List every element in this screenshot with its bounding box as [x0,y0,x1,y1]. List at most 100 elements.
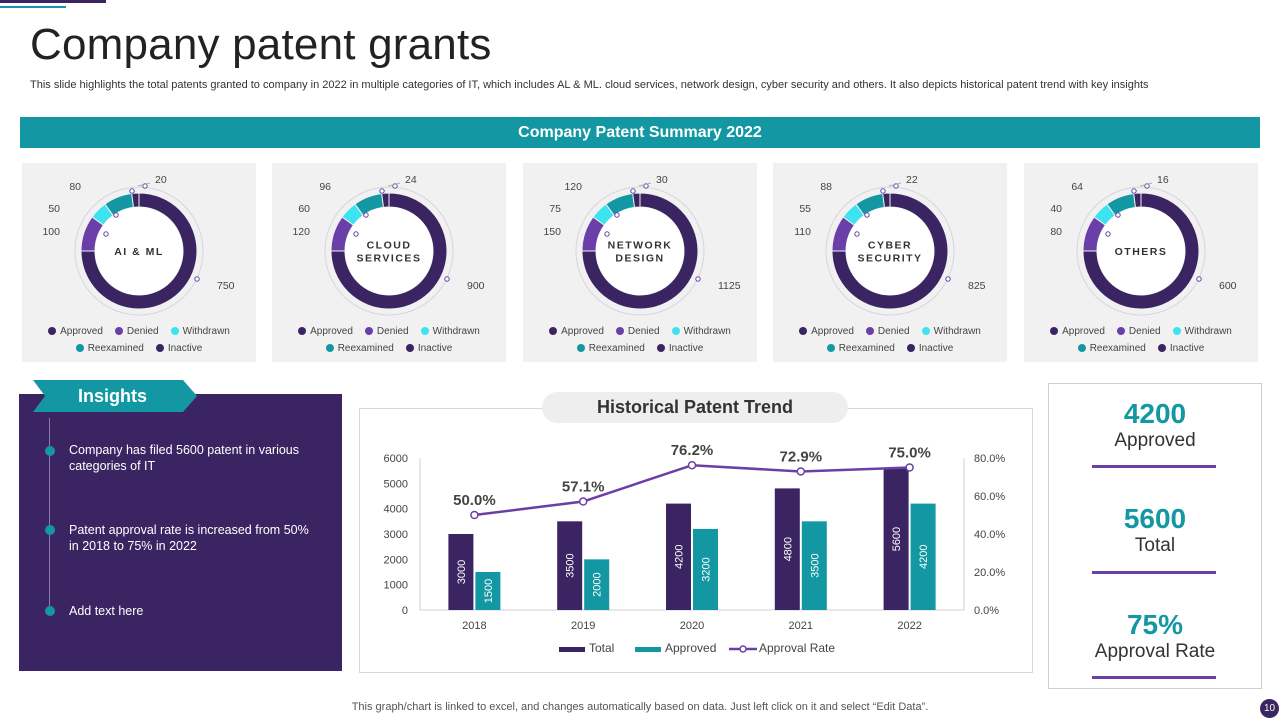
legend-item: Inactive [155,343,202,354]
legend-label: Inactive [1169,343,1205,354]
donut-leader-dot [194,276,200,282]
donut-slice [882,192,891,208]
donut-value-label: 64 [1071,181,1083,193]
y2-tick-label: 40.0% [974,529,1005,541]
donut-value-label: 50 [48,203,60,215]
y-tick-label: 0 [402,605,408,617]
donut-value-label: 110 [794,226,811,238]
legend-label: Denied [1128,326,1161,337]
legend-swatch [1116,327,1125,335]
donut-legend: Reexamined Inactive [22,343,256,354]
donut-slice [131,192,140,208]
legend-label: Approved [310,326,353,337]
donut-hole [95,207,183,295]
legend-label: Denied [376,326,409,337]
bar-approved [910,503,936,610]
legend-swatch [549,327,558,335]
legend-swatch [671,327,680,335]
donut-legend: Reexamined Inactive [523,343,757,354]
x-tick-label: 2022 [897,620,921,632]
bar-total-label: 5600 [891,527,903,551]
donut-center-label: SECURITY [857,253,922,265]
donut-card: CYBER SECURITY 825 110 55 88 22 Approved Denied W… [773,163,1007,362]
legend-item: Approved [298,326,353,337]
bar-total [883,468,909,610]
legend-label: Denied [126,326,159,337]
donut-legend: Approved Denied Withdrawn [272,326,506,337]
legend-label: Withdrawn [432,326,480,337]
y-tick-label: 2000 [384,554,408,566]
donut-value-label: 88 [820,181,832,193]
legend-item: Reexamined [576,343,645,354]
legend-swatch [615,327,624,335]
insight-item: Company has filed 5600 patent in various… [69,443,300,473]
legend-item: Withdrawn [1172,326,1232,337]
page-title: Company patent grants [30,20,492,69]
legend-label: Reexamined [87,343,144,354]
leader-line [638,182,652,187]
legend-label: Withdrawn [1184,326,1232,337]
legend-swatch [420,327,429,335]
donut-center-label: CYBER [868,240,912,252]
legend-item: Approved [799,326,854,337]
insights-panel [19,394,342,671]
y2-tick-label: 80.0% [974,453,1005,465]
donut-value-label: 16 [1157,174,1169,186]
insights-heading: Insights [33,380,197,412]
legend-item: Denied [114,326,159,337]
accent-line [0,0,106,3]
donut-value-label: 150 [543,226,561,238]
legend-label: Withdrawn [683,326,731,337]
legend-label: Reexamined [337,343,394,354]
legend-swatch [656,344,665,352]
bar-approved-label: 3200 [701,557,713,581]
footer-note: This graph/chart is linked to excel, and… [351,701,929,713]
legend-item: Reexamined [325,343,394,354]
legend-swatch [405,344,414,352]
donut-legend: Reexamined Inactive [773,343,1007,354]
legend-item: Denied [364,326,409,337]
bar-approved [584,559,610,610]
legend-item: Reexamined [1077,343,1146,354]
donut-leader-dot [363,212,369,218]
legend-swatch [75,344,84,352]
legend-label: Approval Rate [759,641,835,655]
donut-center-label: DESIGN [615,253,664,265]
x-tick-label: 2018 [462,620,486,632]
x-tick-label: 2020 [680,620,704,632]
donut-hole [345,207,433,295]
donut-leader-dot [113,212,119,218]
approval-rate-label: 50.0% [453,492,496,509]
donut-legend: Approved Denied Withdrawn [773,326,1007,337]
legend-item: Inactive [656,343,703,354]
legend-label: Approved [665,641,716,655]
leader-line [387,182,401,187]
legend-label: Reexamined [1089,343,1146,354]
donut-outline [575,186,705,316]
donut-value-label: 825 [968,280,986,292]
insights-timeline [49,418,50,612]
donut-outline [825,186,955,316]
donut-value-label: 20 [155,174,167,186]
y-tick-label: 4000 [384,504,408,516]
donut-value-label: 40 [1050,203,1062,215]
kpi-value: 5600 [1123,503,1187,534]
legend-item: Approved [1050,326,1105,337]
y-tick-label: 5000 [384,478,408,490]
y2-tick-label: 60.0% [974,491,1005,503]
leader-line [888,182,902,187]
legend-item: Reexamined [826,343,895,354]
donut-value-label: 80 [1050,226,1062,238]
approval-rate-label: 72.9% [780,448,823,465]
bar-total [557,521,583,610]
legend-label: Reexamined [588,343,645,354]
legend-item: Denied [1116,326,1161,337]
legend-swatch [364,327,373,335]
kpi-value: 75% [1126,609,1184,640]
kpi-label: Total [1134,535,1176,556]
legend-swatch [799,327,808,335]
legend-swatch [826,344,835,352]
